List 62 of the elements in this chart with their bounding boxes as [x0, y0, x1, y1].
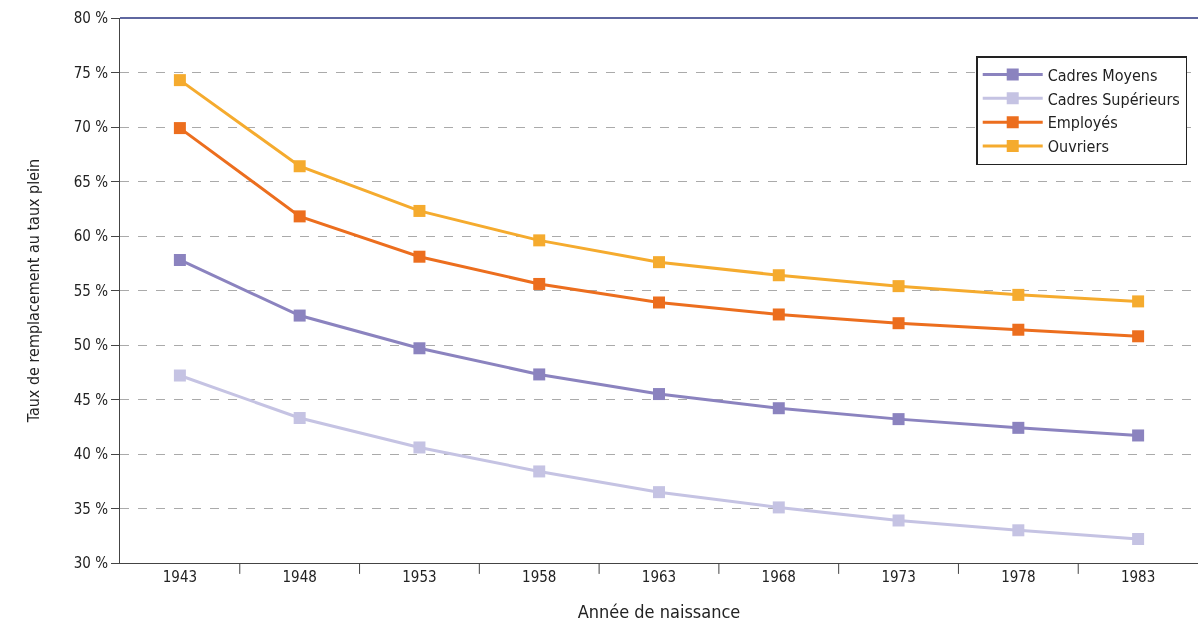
point	[533, 277, 546, 290]
x-tick-label: 1968	[761, 568, 796, 586]
point	[892, 514, 905, 527]
point	[1132, 330, 1145, 343]
point	[1132, 429, 1145, 442]
point	[413, 204, 426, 217]
point	[892, 413, 905, 426]
legend-label: Employés	[1047, 113, 1118, 133]
point	[772, 269, 785, 282]
point	[892, 317, 905, 330]
point	[413, 441, 426, 454]
legend-label: Ouvriers	[1047, 137, 1109, 157]
point	[1132, 295, 1145, 308]
y-tick-label: 80 %	[73, 9, 109, 28]
x-tick-label: 1953	[402, 568, 437, 586]
point	[173, 74, 186, 87]
point	[653, 256, 665, 269]
point	[892, 280, 905, 293]
legend-label: Cadres Supérieurs	[1047, 89, 1180, 109]
point	[293, 160, 306, 173]
x-tick-label: 1963	[641, 568, 677, 586]
point	[1132, 533, 1145, 546]
point	[293, 210, 306, 223]
point	[1012, 524, 1025, 537]
y-tick-label: 55 %	[73, 281, 109, 300]
point	[293, 412, 306, 425]
point	[173, 369, 186, 382]
y-tick-label: 30 %	[73, 554, 109, 573]
point	[1012, 323, 1025, 336]
point	[772, 501, 785, 514]
point	[533, 234, 546, 247]
point	[653, 388, 665, 401]
point	[1012, 288, 1025, 301]
point	[1012, 421, 1025, 434]
x-tick-label: 1958	[522, 568, 557, 586]
x-tick-label: 1978	[1001, 568, 1036, 586]
point	[533, 368, 546, 381]
x-axis-title: Année de naissance	[577, 601, 741, 623]
point	[653, 296, 665, 309]
y-axis-title: Taux de remplacement au taux plein	[23, 158, 43, 424]
y-tick-label: 75 %	[73, 63, 109, 82]
x-tick-label: 1948	[282, 568, 317, 586]
x-tick-label: 1973	[881, 568, 916, 586]
point	[772, 308, 785, 321]
point	[772, 402, 785, 415]
y-tick-label: 65 %	[73, 172, 109, 191]
x-tick-label: 1943	[162, 568, 198, 586]
y-tick-label: 70 %	[73, 118, 109, 137]
point	[413, 250, 426, 263]
point	[173, 122, 186, 135]
legend-label: Cadres Moyens	[1047, 65, 1158, 85]
y-tick-label: 45 %	[73, 390, 109, 409]
y-tick-label: 40 %	[73, 445, 109, 464]
point	[293, 309, 306, 322]
point	[413, 342, 426, 355]
y-tick-label: 35 %	[73, 499, 109, 518]
y-tick-label: 60 %	[73, 227, 109, 246]
point	[533, 465, 546, 478]
point	[653, 486, 665, 499]
x-tick-label: 1983	[1120, 568, 1156, 586]
y-tick-label: 50 %	[73, 336, 109, 355]
point	[173, 253, 186, 266]
